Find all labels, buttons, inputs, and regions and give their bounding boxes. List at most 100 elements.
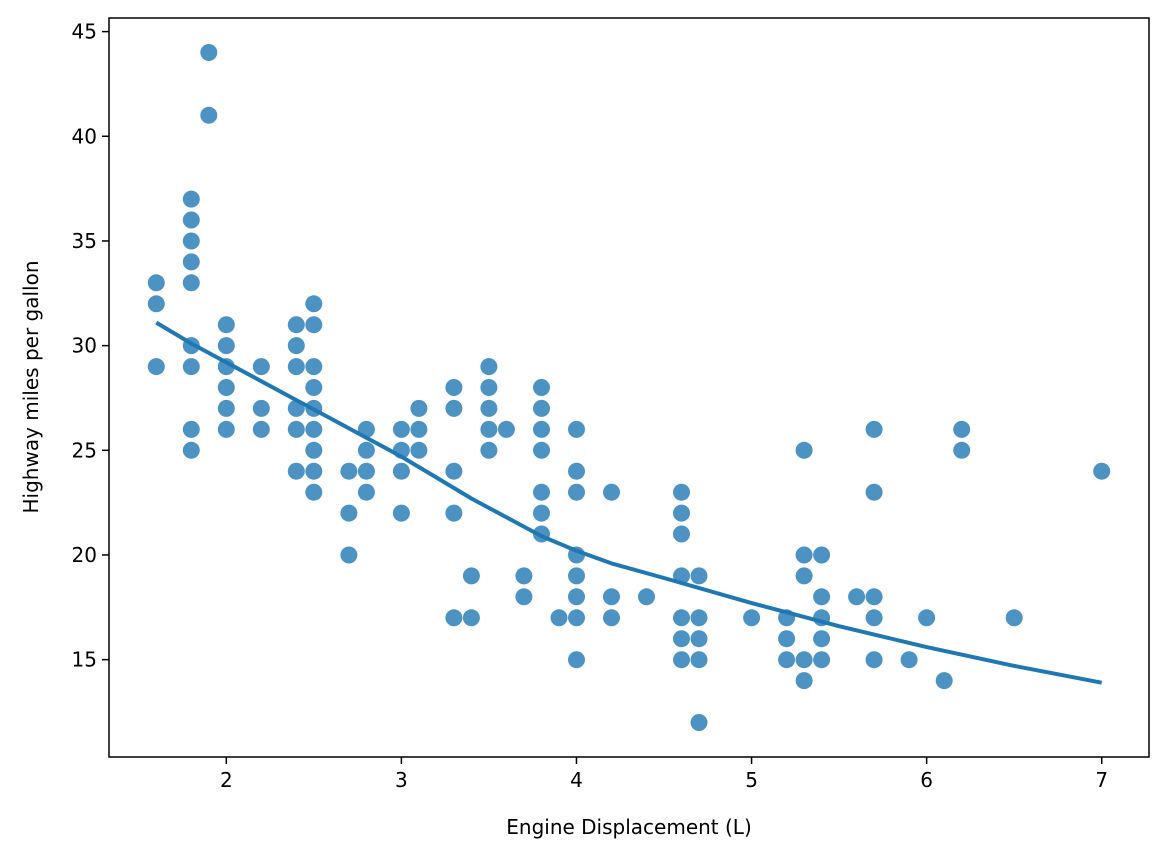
data-point <box>252 358 270 376</box>
data-point <box>673 609 690 627</box>
data-point <box>357 483 375 501</box>
y-tick-label: 25 <box>72 438 97 462</box>
data-point <box>182 232 200 250</box>
data-point <box>462 609 480 627</box>
data-point <box>305 295 323 313</box>
data-point <box>287 420 305 438</box>
data-point <box>568 588 585 606</box>
data-point <box>445 504 463 522</box>
data-point <box>813 588 831 606</box>
data-point <box>533 379 550 396</box>
y-tick-label: 20 <box>72 543 97 567</box>
data-point <box>147 274 165 292</box>
x-tick-label: 7 <box>1095 768 1108 792</box>
data-point <box>305 316 323 334</box>
data-point <box>795 441 813 459</box>
data-point <box>200 106 218 124</box>
data-point <box>480 399 498 417</box>
data-point <box>147 295 165 313</box>
data-point <box>182 358 200 376</box>
data-point <box>410 399 428 417</box>
data-point <box>182 420 200 438</box>
x-axis: 2 3 4 5 6 7 <box>220 757 1108 792</box>
data-point <box>287 316 305 334</box>
data-point <box>305 441 323 459</box>
y-tick-label: 15 <box>72 648 97 672</box>
data-point <box>690 651 708 669</box>
data-point <box>603 609 620 627</box>
data-point <box>357 441 375 459</box>
data-point <box>673 630 690 648</box>
data-point <box>480 441 498 459</box>
data-point <box>568 462 585 480</box>
data-point <box>515 588 533 606</box>
data-point <box>918 609 936 627</box>
data-point <box>900 651 918 669</box>
data-point <box>392 504 410 522</box>
data-point <box>865 483 883 501</box>
data-point <box>813 630 831 648</box>
data-point <box>287 337 305 355</box>
data-point <box>673 483 690 501</box>
data-point <box>603 483 620 501</box>
y-tick-label: 35 <box>72 229 97 253</box>
data-point <box>305 358 323 376</box>
x-tick-label: 6 <box>920 768 933 792</box>
data-point <box>182 211 200 229</box>
data-point <box>340 546 358 564</box>
data-point <box>865 588 883 606</box>
x-tick-label: 5 <box>745 768 758 792</box>
data-point <box>287 462 305 480</box>
data-point <box>690 609 708 627</box>
data-point <box>795 567 813 585</box>
x-axis-label: Engine Displacement (L) <box>506 815 752 839</box>
data-point <box>533 420 550 438</box>
data-point <box>252 420 270 438</box>
data-point <box>795 672 813 690</box>
data-point <box>217 379 235 396</box>
data-point <box>182 190 200 208</box>
data-point <box>305 379 323 396</box>
data-point <box>638 588 655 606</box>
y-tick-label: 30 <box>72 334 97 358</box>
data-point <box>865 420 883 438</box>
data-point <box>515 567 533 585</box>
data-point <box>445 462 463 480</box>
data-point <box>217 337 235 355</box>
data-point <box>673 504 690 522</box>
data-point <box>182 274 200 292</box>
data-point <box>673 651 690 669</box>
data-point <box>480 358 498 376</box>
data-point <box>305 483 323 501</box>
data-point <box>480 379 498 396</box>
data-point <box>533 399 550 417</box>
data-point <box>568 567 585 585</box>
data-point <box>865 609 883 627</box>
data-point <box>410 420 428 438</box>
data-point <box>392 462 410 480</box>
data-point <box>690 567 708 585</box>
data-point <box>865 651 883 669</box>
y-axis-label: Highway miles per gallon <box>19 260 43 513</box>
trend-line <box>155 320 1103 685</box>
data-point <box>533 441 550 459</box>
data-point <box>287 358 305 376</box>
data-point <box>305 462 323 480</box>
data-point <box>603 588 620 606</box>
data-point <box>813 546 831 564</box>
data-point <box>673 525 690 543</box>
data-point <box>690 630 708 648</box>
data-point <box>357 462 375 480</box>
data-point <box>497 420 515 438</box>
data-point <box>778 630 796 648</box>
data-point <box>340 504 358 522</box>
data-point <box>935 672 953 690</box>
data-point <box>410 441 428 459</box>
data-point <box>217 399 235 417</box>
data-point <box>445 399 463 417</box>
y-axis: 15 20 25 30 35 40 45 <box>72 20 109 672</box>
data-point <box>953 420 971 438</box>
x-tick-label: 3 <box>395 768 408 792</box>
x-tick-label: 2 <box>220 768 233 792</box>
